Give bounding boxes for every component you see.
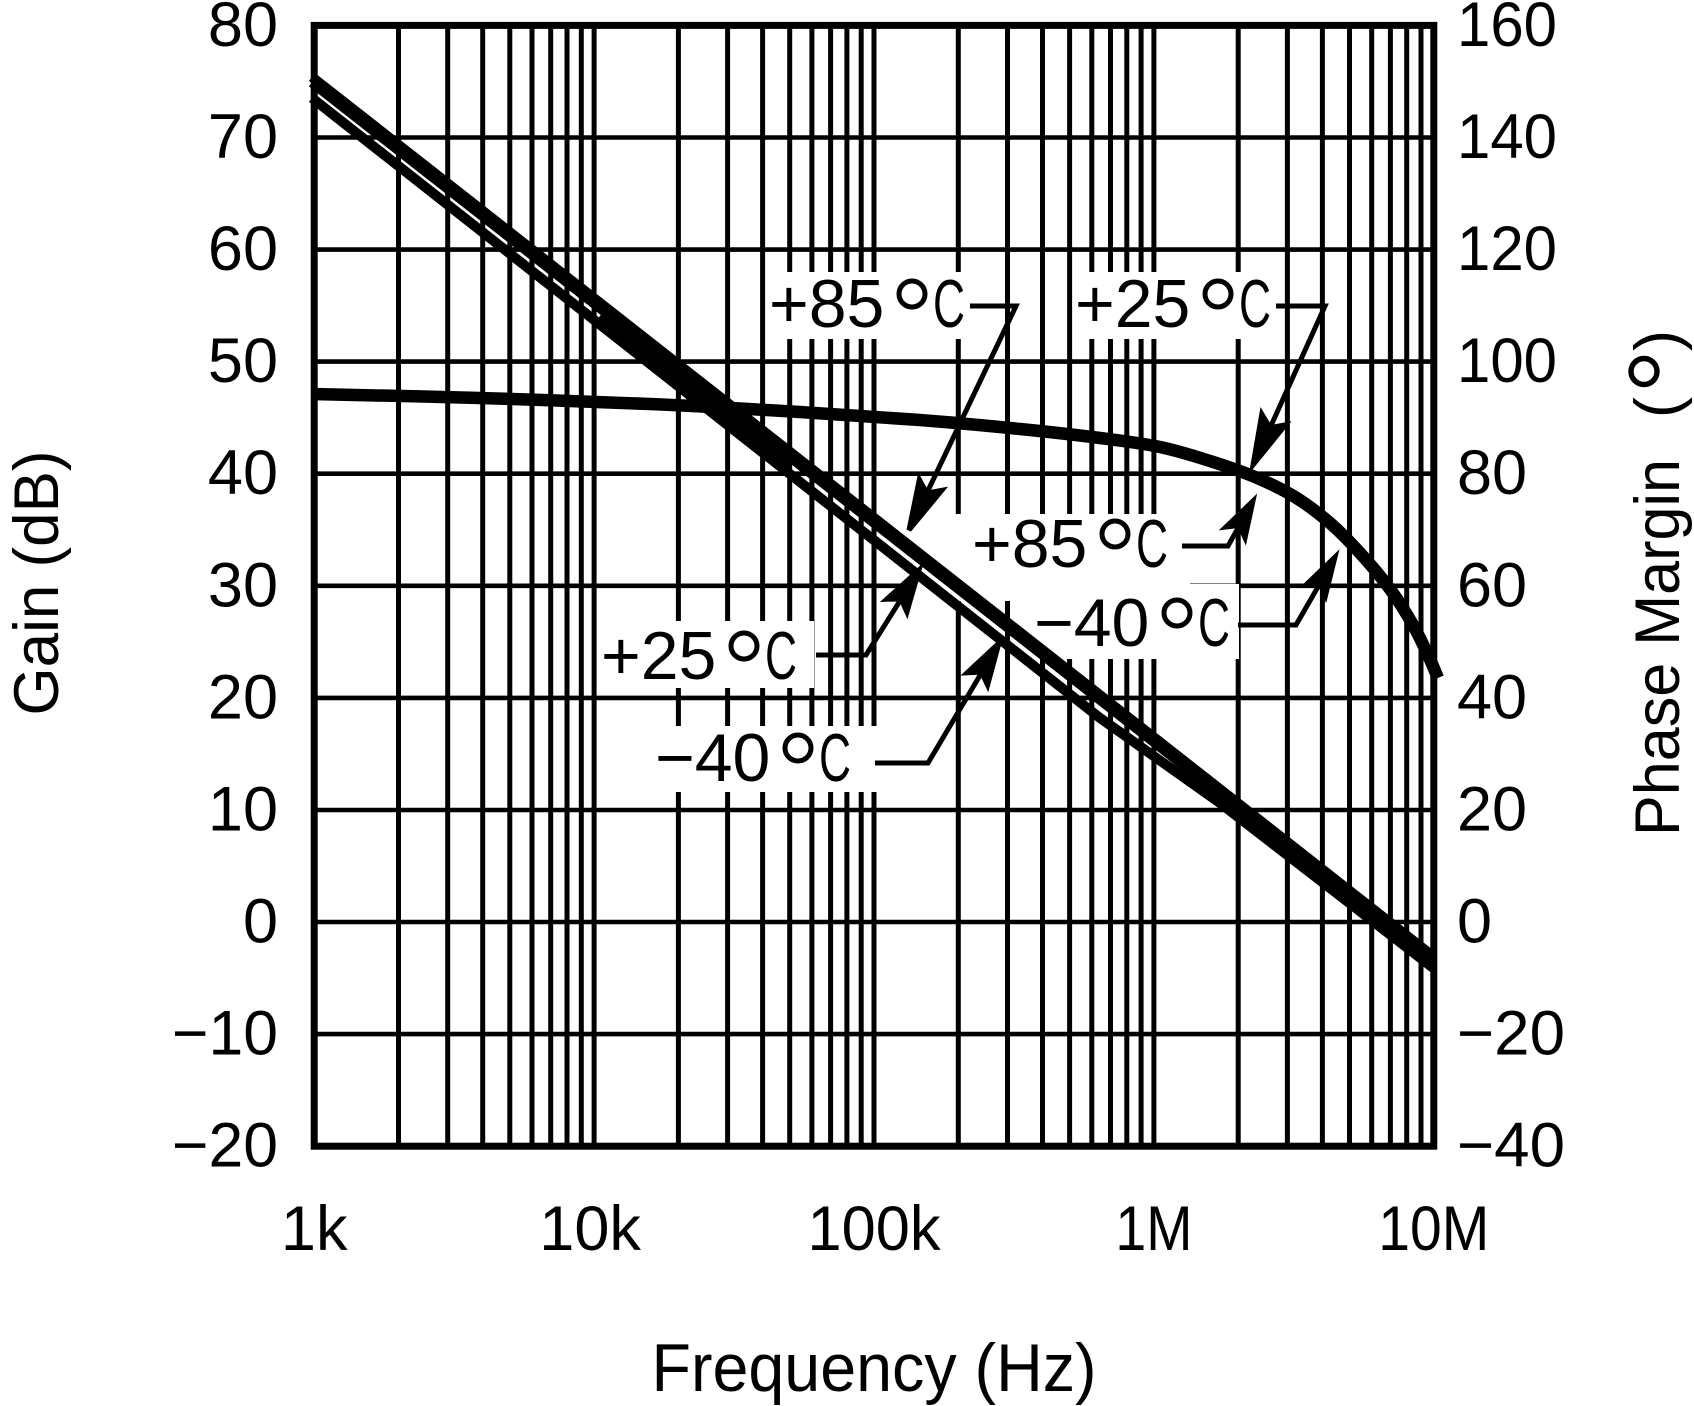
svg-text:+85: +85 — [972, 506, 1087, 582]
svg-text:10M: 10M — [1378, 1194, 1489, 1264]
svg-text:−10: −10 — [172, 999, 278, 1069]
svg-text:1k: 1k — [281, 1194, 348, 1264]
svg-text:−20: −20 — [1457, 999, 1565, 1069]
svg-text:10: 10 — [208, 774, 278, 844]
svg-text:60: 60 — [208, 214, 278, 284]
svg-text:Frequency (Hz): Frequency (Hz) — [652, 1330, 1097, 1406]
svg-text:(: ( — [1623, 397, 1693, 418]
svg-text:20: 20 — [208, 662, 278, 732]
svg-text:C: C — [1198, 585, 1230, 661]
svg-text:160: 160 — [1457, 0, 1557, 60]
svg-text:50: 50 — [208, 326, 278, 396]
svg-text:−20: −20 — [172, 1111, 278, 1181]
svg-text:70: 70 — [208, 102, 278, 172]
svg-text:100k: 100k — [808, 1194, 941, 1264]
svg-text:−40: −40 — [655, 720, 770, 796]
svg-text:Gain (dB): Gain (dB) — [2, 451, 72, 716]
svg-text:40: 40 — [1457, 662, 1527, 732]
svg-text:20: 20 — [1457, 774, 1527, 844]
svg-text:0: 0 — [1457, 887, 1492, 957]
svg-text:C: C — [1136, 506, 1168, 582]
svg-text:120: 120 — [1457, 214, 1557, 284]
svg-text:+85: +85 — [769, 266, 884, 342]
svg-text:40: 40 — [208, 438, 278, 508]
svg-text:80: 80 — [208, 0, 278, 60]
svg-text:100: 100 — [1457, 326, 1557, 396]
svg-text:−40: −40 — [1034, 585, 1149, 661]
svg-text:−40: −40 — [1457, 1111, 1565, 1181]
svg-text:C: C — [1239, 266, 1271, 342]
svg-text:C: C — [819, 720, 851, 796]
svg-text:60: 60 — [1457, 550, 1527, 620]
svg-text:0: 0 — [243, 887, 278, 957]
svg-text:30: 30 — [208, 550, 278, 620]
svg-text:Phase Margin: Phase Margin — [1623, 459, 1693, 836]
svg-text:+25: +25 — [1075, 266, 1190, 342]
svg-text:C: C — [933, 266, 965, 342]
svg-text:140: 140 — [1457, 102, 1557, 172]
svg-text:C: C — [765, 618, 797, 694]
svg-text:80: 80 — [1457, 438, 1527, 508]
svg-text:1M: 1M — [1115, 1194, 1192, 1264]
svg-text:): ) — [1623, 330, 1693, 351]
svg-text:+25: +25 — [601, 618, 716, 694]
svg-text:10k: 10k — [539, 1194, 641, 1264]
